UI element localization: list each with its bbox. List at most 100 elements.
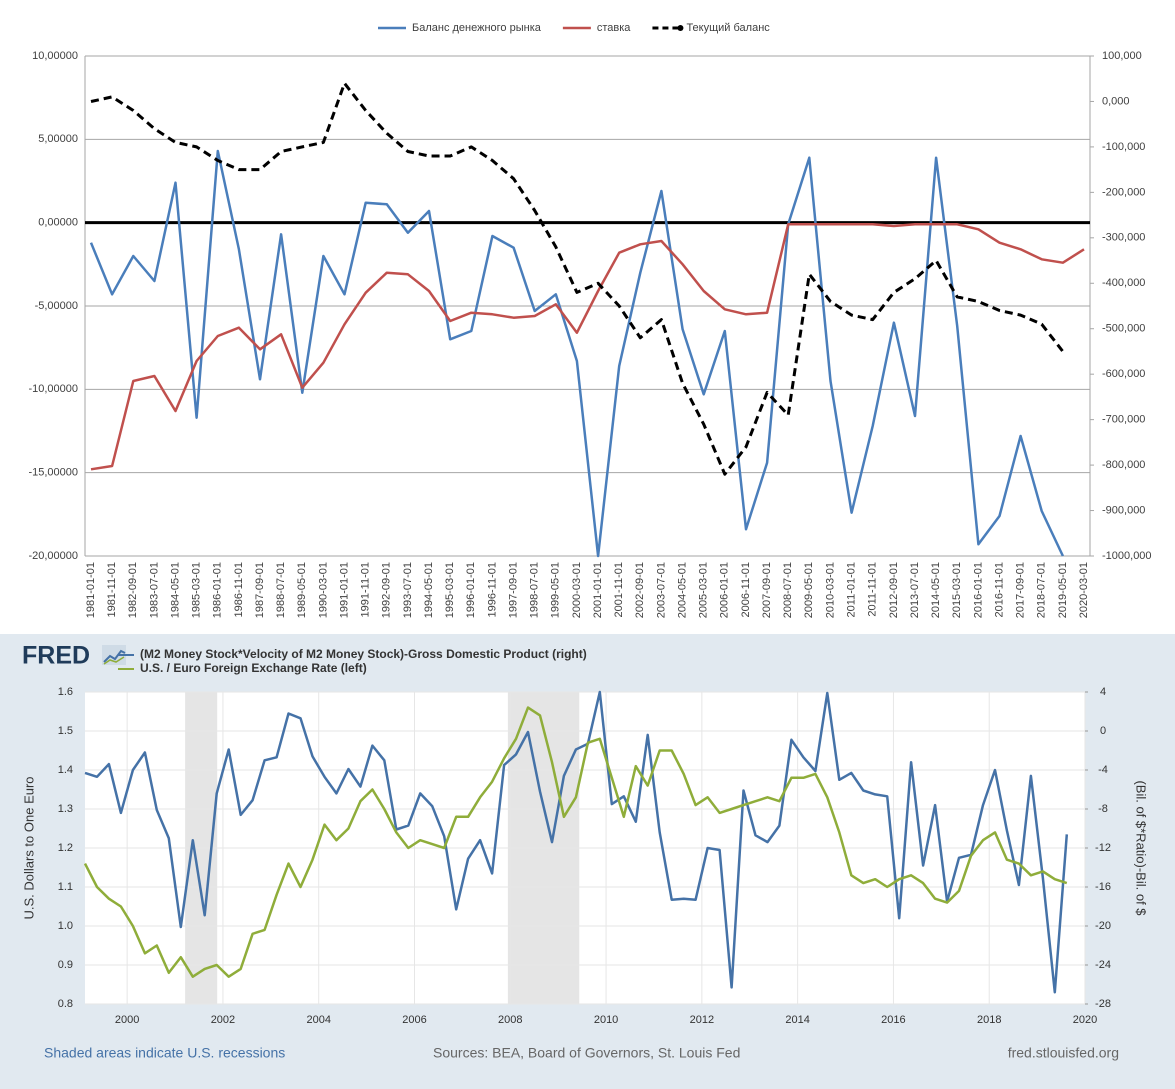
source: Sources: BEA, Board of Governors, St. Lo… <box>433 1045 740 1061</box>
y2-tick-label: -900,000 <box>1102 504 1145 516</box>
y2-tick-label: -500,000 <box>1102 323 1145 335</box>
x-tick-label: 1996-01-01 <box>465 562 477 618</box>
logo-icon <box>102 645 126 665</box>
x-tick-label: 2018-07-01 <box>1036 562 1048 618</box>
x-tick-label: 2006-01-01 <box>719 562 731 618</box>
x-tick-label: 2013-07-01 <box>909 562 921 618</box>
x-tick-label: 1996-11-01 <box>486 562 498 617</box>
x-tick-label: 1997-09-01 <box>507 562 519 618</box>
y-tick-label: 0.8 <box>58 998 73 1010</box>
x-tick-label: 2006-11-01 <box>740 562 752 617</box>
x-tick-label: 2020 <box>1073 1014 1097 1026</box>
series-line <box>84 690 1069 994</box>
x-tick-label: 1987-09-01 <box>254 562 266 618</box>
y-tick-label: 1.5 <box>58 725 73 737</box>
y-tick-label: 1.0 <box>58 920 73 932</box>
x-tick-label: 2005-03-01 <box>698 562 710 618</box>
x-tick-label: 1981-01-01 <box>85 562 97 618</box>
x-tick-label: 2016-01-01 <box>972 562 984 618</box>
y2-tick-label: -100,000 <box>1102 141 1145 153</box>
legend-label: Баланс денежного рынка <box>412 22 542 34</box>
x-tick-label: 2011-11-01 <box>867 562 879 617</box>
y-tick-label: -5,00000 <box>35 300 78 312</box>
y2-tick-label: -12 <box>1095 842 1111 854</box>
y-tick-label: 0,00000 <box>38 217 78 229</box>
x-tick-label: 1999-05-01 <box>550 562 562 618</box>
y2-tick-label: 100,000 <box>1102 50 1142 62</box>
x-tick-label: 1988-07-01 <box>275 562 287 618</box>
x-tick-label: 2008-07-01 <box>782 562 794 618</box>
x-tick-label: 2000 <box>115 1014 139 1026</box>
x-tick-label: 2017-09-01 <box>1015 562 1027 618</box>
x-tick-label: 2001-01-01 <box>592 562 604 618</box>
x-tick-label: 1998-07-01 <box>529 562 541 618</box>
legend-label: (M2 Money Stock*Velocity of M2 Money Sto… <box>140 647 587 661</box>
url[interactable]: fred.stlouisfed.org <box>1008 1045 1119 1061</box>
x-tick-label: 2014-05-01 <box>930 562 942 618</box>
y2-tick-label: -200,000 <box>1102 186 1145 198</box>
x-tick-label: 2007-09-01 <box>761 562 773 618</box>
y-tick-label: -10,00000 <box>28 383 78 395</box>
x-tick-label: 2018 <box>977 1014 1001 1026</box>
x-tick-label: 2004 <box>306 1014 330 1026</box>
x-tick-label: 1982-09-01 <box>127 562 139 618</box>
x-tick-label: 2002-09-01 <box>634 562 646 618</box>
x-tick-label: 1985-03-01 <box>191 562 203 618</box>
x-tick-label: 1993-07-01 <box>402 562 414 618</box>
x-tick-label: 2001-11-01 <box>613 562 625 617</box>
y2-tick-label: -300,000 <box>1102 232 1145 244</box>
y2-tick-label: -800,000 <box>1102 459 1145 471</box>
y2-tick-label: -8 <box>1098 803 1108 815</box>
x-tick-label: 2012-09-01 <box>888 562 900 618</box>
y-tick-label: 1.6 <box>58 686 73 698</box>
series-line <box>83 706 1068 978</box>
x-tick-label: 1991-01-01 <box>338 562 350 618</box>
y2-tick-label: -28 <box>1095 998 1111 1010</box>
y-tick-label: -15,00000 <box>28 467 78 479</box>
y2-tick-label: -16 <box>1095 881 1111 893</box>
x-tick-label: 2012 <box>690 1014 714 1026</box>
x-tick-label: 1986-01-01 <box>212 562 224 618</box>
x-tick-label: 2003-07-01 <box>655 562 667 618</box>
x-tick-label: 2016-11-01 <box>993 562 1005 617</box>
y2-tick-label: -400,000 <box>1102 277 1145 289</box>
legend-label: Текущий баланс <box>686 22 770 34</box>
x-tick-label: 1990-03-01 <box>317 562 329 618</box>
x-tick-label: 1995-03-01 <box>444 562 456 618</box>
x-tick-label: 1986-11-01 <box>233 562 245 617</box>
y2-tick-label: 0,000 <box>1102 95 1130 107</box>
y2-tick-label: -1000,000 <box>1102 550 1152 562</box>
y-tick-label: 1.4 <box>58 764 73 776</box>
fred-logo: FRED <box>22 642 90 670</box>
x-tick-label: 1992-09-01 <box>381 562 393 618</box>
x-tick-label: 2020-03-01 <box>1078 562 1090 618</box>
x-tick-label: 1994-05-01 <box>423 562 435 618</box>
series-line <box>90 223 1085 471</box>
y-axis-title: U.S. Dollars to One Euro <box>21 776 36 919</box>
x-tick-label: 1991-11-01 <box>360 562 372 617</box>
x-tick-label: 2014 <box>785 1014 809 1026</box>
x-tick-label: 2004-05-01 <box>676 562 688 618</box>
x-tick-label: 2015-03-01 <box>951 562 963 618</box>
chart1-background <box>0 0 1175 632</box>
x-tick-label: 1981-11-01 <box>106 562 118 617</box>
y-tick-label: 1.1 <box>58 881 73 893</box>
x-tick-label: 1989-05-01 <box>296 562 308 618</box>
series-line <box>90 81 1065 476</box>
y2-tick-label: 0 <box>1100 725 1106 737</box>
y-tick-label: 10,00000 <box>32 50 78 62</box>
y-tick-label: 0.9 <box>58 959 73 971</box>
y2-tick-label: -20 <box>1095 920 1111 932</box>
x-tick-label: 1983-07-01 <box>148 562 160 618</box>
legend-label: ставка <box>597 22 631 34</box>
x-tick-label: 2010-03-01 <box>824 562 836 618</box>
x-tick-label: 2016 <box>881 1014 905 1026</box>
x-tick-label: 1984-05-01 <box>169 562 181 618</box>
legend-label: U.S. / Euro Foreign Exchange Rate (left) <box>140 661 367 675</box>
x-tick-label: 2010 <box>594 1014 618 1026</box>
y2-tick-label: -600,000 <box>1102 368 1145 380</box>
y-tick-label: 5,00000 <box>38 133 78 145</box>
x-tick-label: 2008 <box>498 1014 522 1026</box>
x-tick-label: 2011-01-01 <box>846 562 858 617</box>
